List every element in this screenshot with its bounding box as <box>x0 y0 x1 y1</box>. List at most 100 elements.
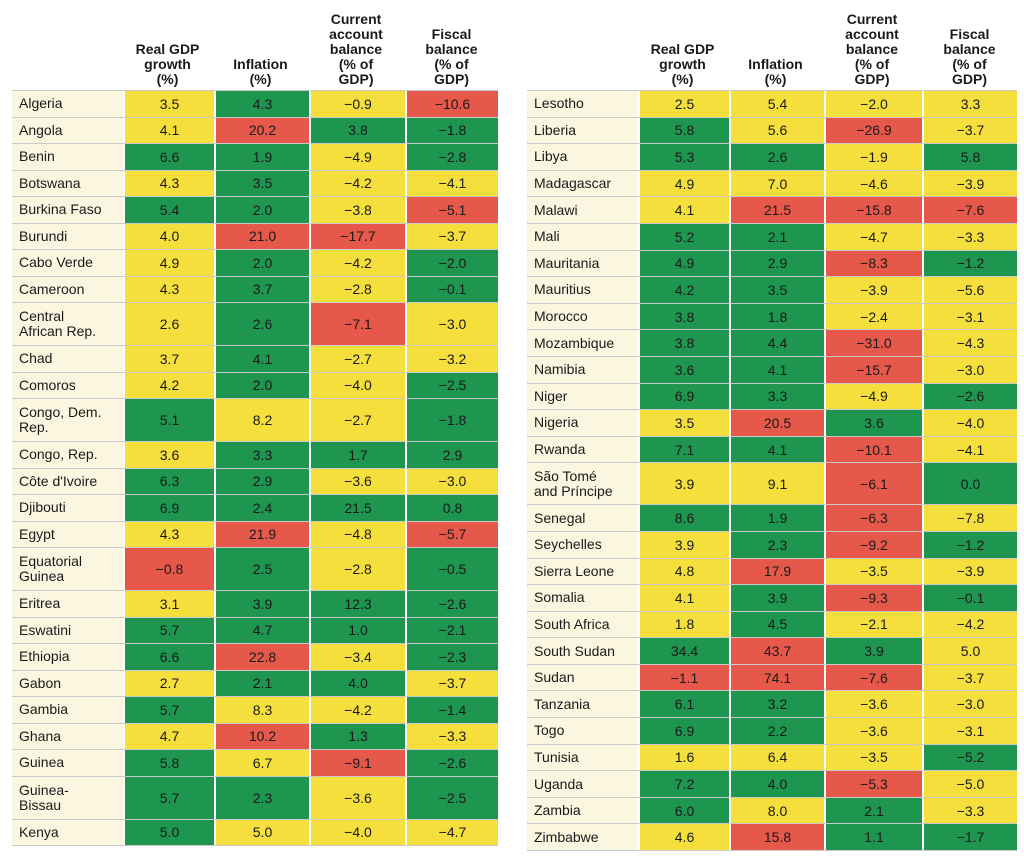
inflation-cell: 2.3 <box>729 531 824 558</box>
gdp-growth-cell: 7.1 <box>638 436 729 463</box>
table-row: Libya 5.3 2.6 −1.9 5.8 <box>527 144 1017 171</box>
table-row: Ethiopia 6.6 22.8 −3.4 −2.3 <box>12 644 498 671</box>
gdp-growth-cell: 1.6 <box>638 744 729 771</box>
inflation-cell: 2.1 <box>729 223 824 250</box>
table-row: Djibouti 6.9 2.4 21.5 0.8 <box>12 495 498 522</box>
table-row: Namibia 3.6 4.1 −15.7 −3.0 <box>527 356 1017 384</box>
current-account-cell: −3.6 <box>824 718 922 744</box>
inflation-cell: 2.0 <box>214 250 309 276</box>
table-row: Burundi 4.0 21.0 −17.7 −3.7 <box>12 223 498 250</box>
inflation-cell: 4.1 <box>729 436 824 463</box>
current-account-cell: −15.8 <box>824 197 922 223</box>
inflation-cell: 21.9 <box>214 521 309 547</box>
country-name: Rwanda <box>527 436 638 463</box>
country-name: Malawi <box>527 197 638 223</box>
left-header: Real GDP growth (%) Inflation (%) Curren… <box>12 0 498 90</box>
table-row: Togo 6.9 2.2 −3.6 −3.1 <box>527 718 1017 745</box>
inflation-cell: 7.0 <box>729 170 824 197</box>
country-name: Senegal <box>527 505 638 531</box>
country-name: Gabon <box>12 670 123 696</box>
table-row: Eritrea 3.1 3.9 12.3 −2.6 <box>12 591 498 618</box>
table-row: Tunisia 1.6 6.4 −3.5 −5.2 <box>527 744 1017 772</box>
fiscal-balance-cell: −7.6 <box>922 197 1017 223</box>
country-name: Zimbabwe <box>527 824 638 851</box>
inflation-cell: 15.8 <box>729 824 824 851</box>
gdp-growth-cell: 3.8 <box>638 303 729 330</box>
country-name: Zambia <box>527 797 638 824</box>
table-row: Morocco 3.8 1.8 −2.4 −3.1 <box>527 303 1017 331</box>
country-name: South Sudan <box>527 638 638 664</box>
header-current-account: Current account balance (% of GDP) <box>845 11 899 87</box>
gdp-growth-cell: 5.8 <box>123 750 214 776</box>
gdp-growth-cell: 3.6 <box>638 356 729 383</box>
table-row: São Tomé and Príncipe 3.9 9.1 −6.1 0.0 <box>527 463 1017 506</box>
fiscal-balance-cell: −2.5 <box>405 372 498 398</box>
table-row: Côte d'Ivoire 6.3 2.9 −3.6 −3.0 <box>12 468 498 495</box>
gdp-growth-cell: 4.1 <box>638 197 729 223</box>
fiscal-balance-cell: −3.0 <box>405 303 498 345</box>
header-inflation: Inflation (%) <box>233 56 288 87</box>
inflation-cell: 22.8 <box>214 644 309 670</box>
fiscal-balance-cell: −2.5 <box>405 776 498 819</box>
current-account-cell: −26.9 <box>824 117 922 144</box>
current-account-cell: −4.9 <box>824 383 922 410</box>
fiscal-balance-cell: −3.7 <box>405 670 498 696</box>
gdp-growth-cell: 5.7 <box>123 617 214 643</box>
current-account-cell: 1.1 <box>824 824 922 851</box>
fiscal-balance-cell: 5.8 <box>922 144 1017 170</box>
inflation-cell: 74.1 <box>729 664 824 691</box>
inflation-cell: 2.9 <box>729 250 824 277</box>
fiscal-balance-cell: −3.9 <box>922 170 1017 197</box>
country-name: Somalia <box>527 585 638 611</box>
inflation-cell: 2.6 <box>729 144 824 170</box>
table-row: Gabon 2.7 2.1 4.0 −3.7 <box>12 670 498 697</box>
country-name: Ethiopia <box>12 644 123 670</box>
table-row: Burkina Faso 5.4 2.0 −3.8 −5.1 <box>12 197 498 224</box>
country-name: Central African Rep. <box>12 303 123 345</box>
current-account-cell: −7.1 <box>309 303 405 345</box>
fiscal-balance-cell: −1.2 <box>922 531 1017 558</box>
current-account-cell: −2.8 <box>309 276 405 302</box>
gdp-growth-cell: 4.2 <box>638 277 729 303</box>
current-account-cell: −9.2 <box>824 531 922 558</box>
fiscal-balance-cell: −3.3 <box>405 723 498 749</box>
country-name: Gambia <box>12 697 123 723</box>
table-row: Comoros 4.2 2.0 −4.0 −2.5 <box>12 372 498 399</box>
fiscal-balance-cell: 3.3 <box>922 91 1017 117</box>
header-inflation: Inflation (%) <box>748 56 803 87</box>
fiscal-balance-cell: −3.0 <box>922 356 1017 383</box>
table-row: Niger 6.9 3.3 −4.9 −2.6 <box>527 383 1017 411</box>
country-name: Equatorial Guinea <box>12 548 123 590</box>
gdp-growth-cell: −1.1 <box>638 664 729 691</box>
table-row: Somalia 4.1 3.9 −9.3 −0.1 <box>527 585 1017 612</box>
current-account-cell: −9.1 <box>309 750 405 776</box>
gdp-growth-cell: 5.7 <box>123 776 214 819</box>
gdp-growth-cell: 3.6 <box>123 442 214 468</box>
inflation-cell: 4.0 <box>729 771 824 797</box>
fiscal-balance-cell: −1.8 <box>405 399 498 441</box>
left-data-table: Algeria 3.5 4.3 −0.9 −10.6 Angola 4.1 20.2 3.8 −1… <box>12 90 498 846</box>
inflation-cell: 2.0 <box>214 372 309 398</box>
country-name: Tunisia <box>527 744 638 771</box>
inflation-cell: 5.0 <box>214 819 309 845</box>
gdp-growth-cell: 5.7 <box>123 697 214 723</box>
current-account-cell: −8.3 <box>824 250 922 277</box>
gdp-growth-cell: 4.8 <box>638 558 729 585</box>
gdp-growth-cell: 3.1 <box>123 591 214 617</box>
country-name: Burkina Faso <box>12 197 123 223</box>
current-account-cell: 21.5 <box>309 495 405 521</box>
table-row: Equatorial Guinea −0.8 2.5 −2.8 −0.5 <box>12 548 498 591</box>
table-row: Mauritius 4.2 3.5 −3.9 −5.6 <box>527 277 1017 304</box>
gdp-growth-cell: 6.0 <box>638 797 729 824</box>
gdp-growth-cell: 5.4 <box>123 197 214 223</box>
right-header: Real GDP growth (%) Inflation (%) Curren… <box>527 0 1017 90</box>
current-account-cell: −10.1 <box>824 436 922 463</box>
gdp-growth-cell: −0.8 <box>123 548 214 590</box>
fiscal-balance-cell: −3.3 <box>922 797 1017 824</box>
country-name: Côte d'Ivoire <box>12 468 123 494</box>
fiscal-balance-cell: −2.6 <box>405 591 498 617</box>
country-name: Cabo Verde <box>12 250 123 276</box>
header-fiscal-balance: Fiscal balance (% of GDP) <box>943 26 996 87</box>
current-account-cell: 3.8 <box>309 117 405 143</box>
country-name: Eritrea <box>12 591 123 617</box>
